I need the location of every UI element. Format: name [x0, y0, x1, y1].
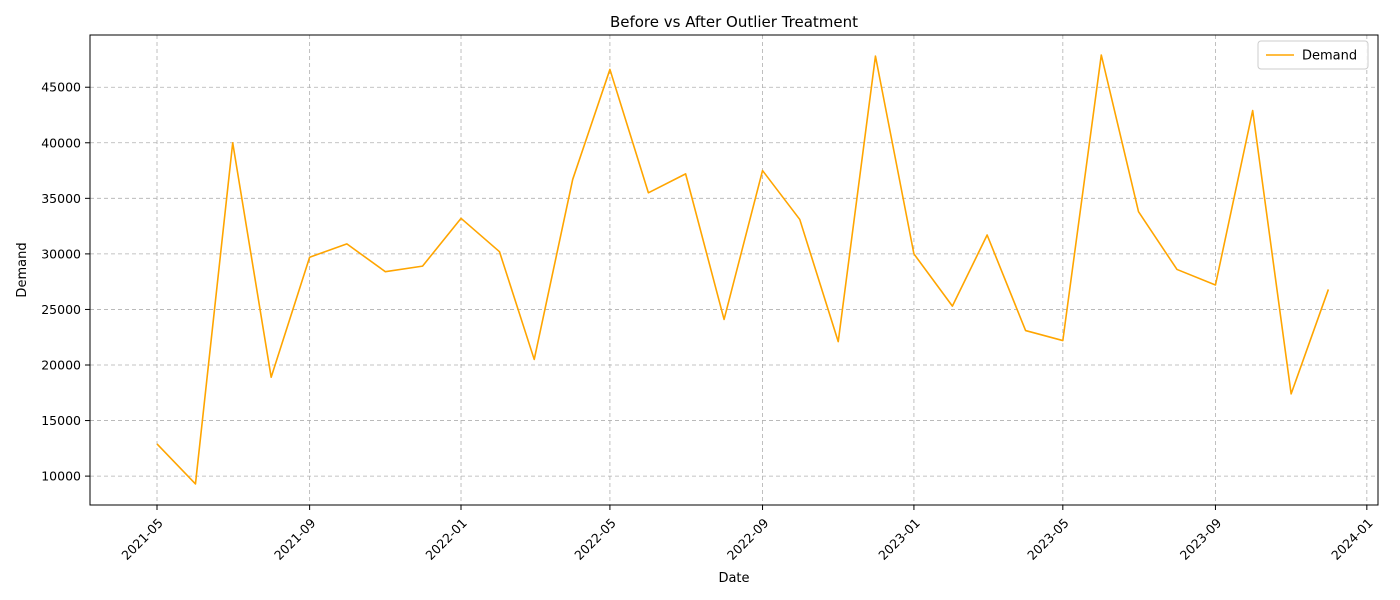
legend-label: Demand: [1302, 49, 1357, 64]
y-tick-label: 25000: [41, 302, 81, 317]
x-tick-label: 2023-01: [875, 515, 923, 563]
y-tick-label: 45000: [41, 80, 81, 95]
plot-frame: [89, 34, 1379, 506]
y-axis-label: Demand: [15, 242, 30, 297]
y-tick-label: 20000: [41, 358, 81, 373]
y-tick-label: 15000: [41, 413, 81, 428]
legend-box: [1257, 40, 1369, 70]
legend: Demand: [1257, 40, 1369, 70]
x-tick-label: 2023-09: [1177, 515, 1225, 563]
x-tick-label: 2021-09: [271, 515, 319, 563]
grid-lines: [90, 35, 1378, 505]
y-tick-label: 35000: [41, 191, 81, 206]
axis-ticks: 2021-05 2021-09 2022-01 2022-05 2022-09 2023-…: [41, 80, 1376, 563]
x-tick-label: 2024-01: [1328, 515, 1376, 563]
x-tick-label: 2021-05: [118, 515, 166, 563]
y-tick-label: 40000: [41, 135, 81, 150]
x-tick-label: 2022-09: [724, 515, 772, 563]
y-tick-label: 10000: [41, 469, 81, 484]
series-line-demand: [156, 54, 1330, 485]
chart-title: Before vs After Outlier Treatment: [610, 13, 858, 31]
x-tick-label: 2022-05: [571, 515, 619, 563]
x-axis-label: Date: [718, 571, 749, 586]
y-tick-label: 30000: [41, 246, 81, 261]
series-lines: [156, 54, 1330, 485]
x-tick-label: 2022-01: [422, 515, 470, 563]
x-tick-label: 2023-05: [1024, 515, 1072, 563]
